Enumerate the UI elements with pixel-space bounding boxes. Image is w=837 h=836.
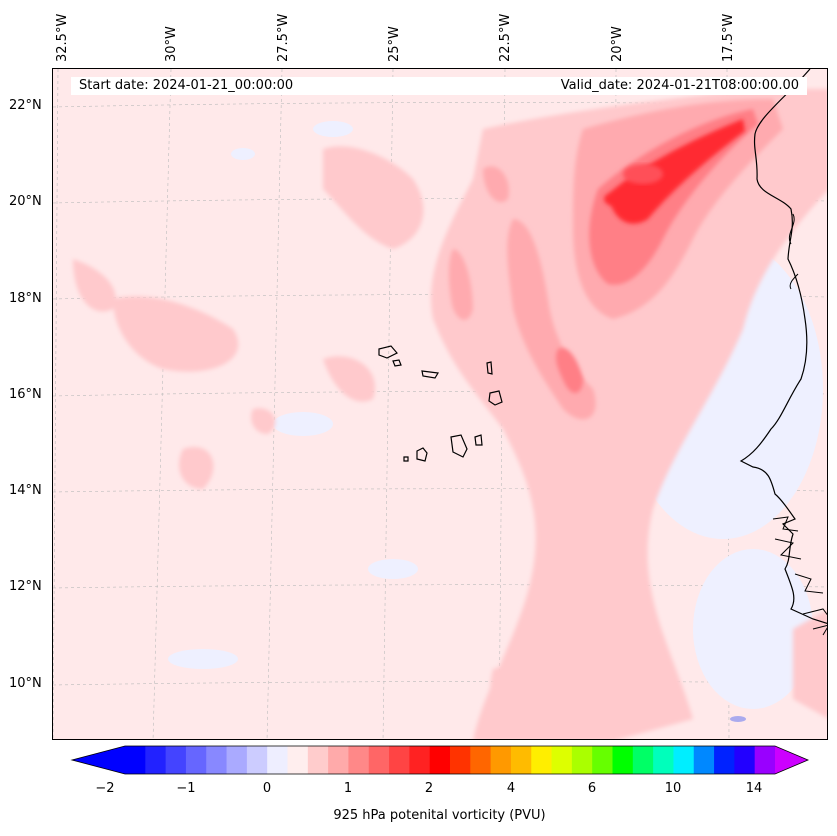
colorbar-swatch bbox=[145, 746, 167, 774]
colorbar-title: 925 hPa potenital vorticity (PVU) bbox=[333, 808, 546, 823]
coastline-detail bbox=[772, 213, 827, 636]
colorbar-swatch bbox=[714, 746, 735, 774]
colorbar-swatch bbox=[226, 746, 248, 774]
colorbar-swatch bbox=[429, 746, 451, 774]
colorbar-swatch bbox=[673, 746, 695, 774]
lon-label-22-5w: 22.5°W bbox=[498, 13, 513, 62]
colorbar-swatch bbox=[612, 746, 634, 774]
colorbar-swatch bbox=[389, 746, 410, 774]
pv-field-map bbox=[53, 69, 827, 739]
colorbar-swatch bbox=[267, 746, 288, 774]
pv-maximum-halo bbox=[623, 164, 663, 184]
colorbar-swatch bbox=[246, 746, 268, 774]
cape-verde-islands bbox=[378, 345, 503, 462]
colorbar-tick-0: 0 bbox=[262, 781, 272, 796]
colorbar bbox=[70, 745, 810, 775]
colorbar-swatch bbox=[754, 746, 776, 774]
lat-label-18n: 18°N bbox=[9, 291, 42, 306]
colorbar-swatch bbox=[551, 746, 573, 774]
colorbar-tick--1: −1 bbox=[176, 781, 196, 796]
colorbar-tick-6: 6 bbox=[587, 781, 597, 796]
colorbar-swatch bbox=[307, 746, 329, 774]
colorbar-under-arrow bbox=[72, 746, 125, 774]
colorbar-swatch bbox=[693, 746, 715, 774]
graticule bbox=[53, 69, 827, 739]
lon-label-32-5w: 32.5°W bbox=[55, 13, 70, 62]
colorbar-tick-2: 2 bbox=[424, 781, 434, 796]
map-panel bbox=[52, 68, 828, 740]
colorbar-swatch bbox=[490, 746, 512, 774]
lon-label-20w: 20°W bbox=[610, 26, 625, 62]
colorbar-swatch bbox=[470, 746, 492, 774]
colorbar-swatch bbox=[450, 746, 471, 774]
colorbar-swatch bbox=[348, 746, 370, 774]
lat-label-16n: 16°N bbox=[9, 387, 42, 402]
start-date-text: Start date: 2024-01-21_00:00:00 bbox=[79, 78, 294, 93]
lon-label-17-5w: 17.5°W bbox=[721, 13, 736, 62]
valid-date-text: Valid_date: 2024-01-21T08:00:00.00 bbox=[560, 78, 799, 93]
colorbar-swatch bbox=[531, 746, 553, 774]
colorbar-swatch bbox=[328, 746, 349, 774]
colorbar-swatch bbox=[165, 746, 187, 774]
lon-label-30w: 30°W bbox=[164, 26, 179, 62]
lat-label-12n: 12°N bbox=[9, 579, 42, 594]
colorbar-swatch bbox=[287, 746, 309, 774]
colorbar-swatch bbox=[409, 746, 431, 774]
colorbar-tick-1: 1 bbox=[343, 781, 353, 796]
colorbar-swatch bbox=[185, 746, 207, 774]
colorbar-swatch bbox=[206, 746, 228, 774]
lat-label-10n: 10°N bbox=[9, 676, 42, 691]
africa-coastline bbox=[739, 69, 827, 625]
colorbar-swatch bbox=[368, 746, 390, 774]
negative-pv-spot bbox=[730, 716, 746, 722]
colorbar-swatch bbox=[125, 746, 146, 774]
colorbar-tick-10: 10 bbox=[664, 781, 682, 796]
lat-label-22n: 22°N bbox=[9, 98, 42, 113]
lon-label-27-5w: 27.5°W bbox=[276, 13, 291, 62]
colorbar-outline bbox=[70, 745, 810, 775]
colorbar-swatch bbox=[510, 746, 532, 774]
colorbar-swatch bbox=[571, 746, 593, 774]
colorbar-swatch bbox=[592, 746, 613, 774]
lat-label-20n: 20°N bbox=[9, 194, 42, 209]
colorbar-tick--2: −2 bbox=[95, 781, 115, 796]
pv-maximum-core bbox=[604, 119, 745, 224]
info-bar: Start date: 2024-01-21_00:00:00 Valid_da… bbox=[71, 77, 807, 95]
colorbar-swatch bbox=[653, 746, 674, 774]
lat-label-14n: 14°N bbox=[9, 483, 42, 498]
lon-label-25w: 25°W bbox=[387, 26, 402, 62]
colorbar-tick-14: 14 bbox=[745, 781, 763, 796]
colorbar-swatch bbox=[632, 746, 654, 774]
colorbar-over-arrow bbox=[775, 746, 808, 774]
colorbar-tick-4: 4 bbox=[506, 781, 516, 796]
colorbar-swatch bbox=[734, 746, 756, 774]
